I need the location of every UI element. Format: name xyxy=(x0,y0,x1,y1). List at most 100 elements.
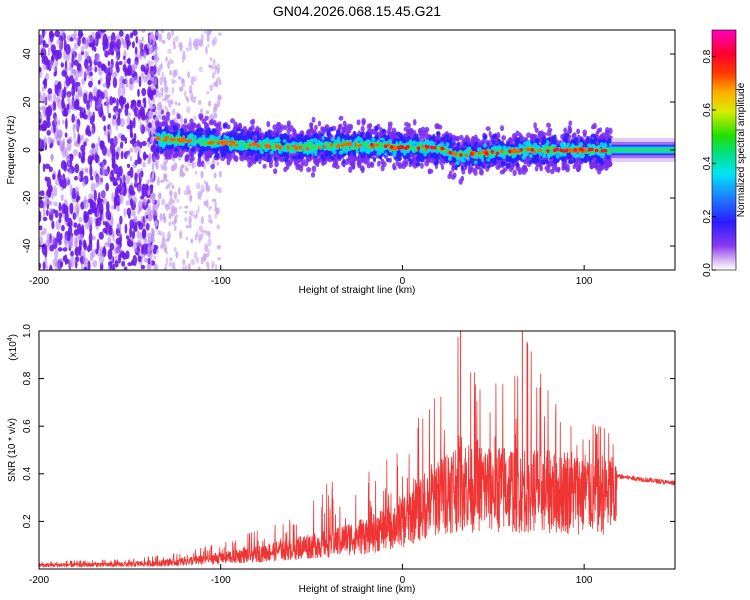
heatmap-cell xyxy=(216,161,220,166)
heatmap-cell xyxy=(60,62,64,68)
heatmap-cell xyxy=(210,64,215,70)
heatmap-cell xyxy=(89,165,93,177)
heatmap-cell xyxy=(56,82,61,91)
heatmap-cell xyxy=(45,264,48,270)
heatmap-cell xyxy=(53,123,56,134)
heatmap-cell xyxy=(369,161,374,167)
heatmap-cell xyxy=(198,66,203,73)
heatmap-cell xyxy=(317,120,322,127)
heatmap-cell xyxy=(78,151,82,159)
heatmap-cell xyxy=(247,162,252,168)
heatmap-cell xyxy=(102,227,108,234)
heatmap-cell xyxy=(167,48,172,54)
heatmap-cell xyxy=(171,220,176,225)
heatmap-cell xyxy=(160,30,164,34)
heatmap-cell xyxy=(214,70,217,75)
heatmap-cell xyxy=(218,32,222,36)
heatmap-cell xyxy=(66,103,70,110)
heatmap-cell xyxy=(134,221,138,232)
heatmap-cell xyxy=(89,149,95,156)
heatmap-cell xyxy=(351,163,356,170)
heatmap-cell xyxy=(481,163,485,169)
heatmap-cell xyxy=(84,138,89,143)
heatmap-cell xyxy=(94,66,98,73)
heatmap-cell xyxy=(98,176,103,186)
heatmap-cell xyxy=(608,127,613,135)
heatmap-cell xyxy=(218,79,222,86)
heatmap-cell xyxy=(534,127,539,133)
heatmap-cell xyxy=(205,199,209,209)
heatmap-cell xyxy=(151,162,155,171)
heatmap-cell xyxy=(175,35,179,43)
heatmap-cell xyxy=(77,133,81,145)
heatmap-cell xyxy=(60,194,64,202)
heatmap-cell xyxy=(193,115,197,120)
heatmap-cell xyxy=(125,200,130,206)
heatmap-cell xyxy=(131,229,136,239)
heatmap-cell xyxy=(179,230,183,240)
heatmap-cell xyxy=(61,70,67,77)
heatmap-cell xyxy=(119,117,126,128)
heatmap-cell xyxy=(65,77,71,87)
heatmap-cell xyxy=(440,164,445,171)
heatmap-cell xyxy=(196,230,199,238)
heatmap-cell xyxy=(155,63,158,67)
heatmap-cell xyxy=(196,38,201,47)
heatmap-cell xyxy=(111,192,115,202)
heatmap-cell xyxy=(137,157,142,165)
heatmap-cell xyxy=(560,133,564,140)
heatmap-cell xyxy=(140,170,144,178)
heatmap-cell xyxy=(209,84,214,92)
heatmap-cell xyxy=(156,67,161,76)
heatmap-cell xyxy=(64,132,68,138)
heatmap-cell xyxy=(158,91,161,99)
heatmap-cell xyxy=(102,221,107,226)
heatmap-cell xyxy=(97,158,101,166)
heatmap-cell xyxy=(40,123,47,132)
heatmap-cell xyxy=(83,93,88,105)
heatmap-cell xyxy=(69,37,74,42)
heatmap-cell xyxy=(142,97,146,104)
heatmap-cell xyxy=(43,43,49,48)
heatmap-cell xyxy=(61,203,67,214)
heatmap-cell xyxy=(127,262,133,267)
heatmap-cell xyxy=(119,76,124,85)
heatmap-cell xyxy=(408,158,414,165)
heatmap-cell xyxy=(184,217,188,222)
heatmap-cell xyxy=(160,109,165,115)
heatmap-cell xyxy=(105,182,110,192)
heatmap-cell xyxy=(67,161,71,167)
heatmap-cell xyxy=(63,234,68,245)
heatmap-cell xyxy=(185,185,191,191)
heatmap-cell xyxy=(117,232,123,237)
heatmap-cell xyxy=(86,50,90,62)
heatmap-cell xyxy=(215,183,218,192)
heatmap-cell xyxy=(40,140,45,151)
heatmap-cell xyxy=(139,231,142,240)
heatmap-cell xyxy=(152,40,156,45)
heatmap-cell xyxy=(82,178,86,188)
heatmap-cell xyxy=(49,143,53,149)
heatmap-cell xyxy=(204,30,207,34)
heatmap-cell xyxy=(41,244,47,249)
heatmap-cell xyxy=(74,123,78,129)
heatmap-cell xyxy=(242,126,247,132)
heatmap-cell xyxy=(167,231,171,240)
heatmap-cell xyxy=(591,124,595,130)
heatmap-cell xyxy=(177,186,181,196)
heatmap-cell xyxy=(39,225,43,231)
heatmap-cell xyxy=(590,133,596,138)
heatmap-cell xyxy=(207,43,210,48)
heatmap-cell xyxy=(70,48,76,55)
heatmap-cell xyxy=(213,103,218,111)
heatmap-cell xyxy=(561,164,566,171)
heatmap-cell xyxy=(165,251,169,255)
heatmap-cell xyxy=(266,156,272,163)
heatmap-cell xyxy=(141,87,147,97)
heatmap-cell xyxy=(458,178,463,185)
heatmap-cell xyxy=(173,147,179,152)
heatmap-cell xyxy=(169,257,173,262)
heatmap-cell xyxy=(74,186,80,196)
heatmap-cell xyxy=(39,236,44,247)
heatmap-cell xyxy=(81,150,86,157)
